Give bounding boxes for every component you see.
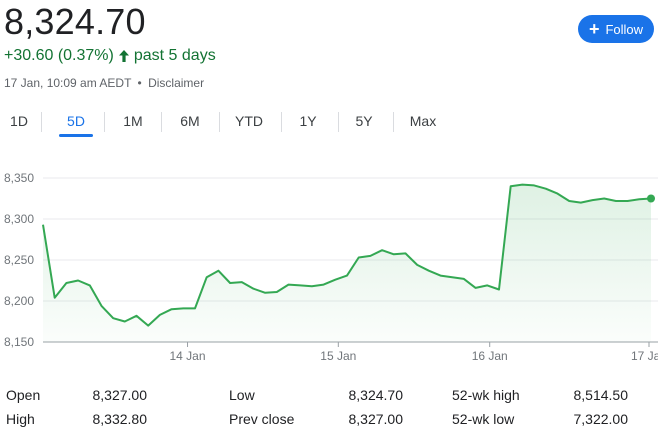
stat-52wk-low-value: 7,322.00 bbox=[573, 411, 629, 427]
x-tick-label: 14 Jan bbox=[170, 349, 206, 363]
tab-6m[interactable]: 6M bbox=[180, 113, 200, 129]
price-line bbox=[42, 183, 652, 327]
stat-52wk-high-value: 8,514.50 bbox=[573, 387, 629, 403]
tab-divider bbox=[41, 112, 42, 132]
stat-low-value: 8,324.70 bbox=[348, 387, 404, 403]
change-period: past 5 days bbox=[133, 47, 216, 64]
price-change: +30.60 (0.37%) past 5 days bbox=[4, 46, 216, 66]
key-stats: Open 8,327.00 High 8,332.80 Low 8,324.70… bbox=[0, 384, 658, 430]
tab-divider bbox=[161, 112, 162, 132]
price-chart-svg: 8,350 8,300 8,250 8,200 8,150 14 Jan 15 Jan 16 … bbox=[4, 171, 658, 363]
follow-button-label: Follow bbox=[605, 21, 644, 37]
quote-timestamp: 17 Jan, 10:09 am AEDT bbox=[4, 76, 132, 90]
y-tick-label: 8,200 bbox=[4, 294, 34, 308]
stat-high-value: 8,332.80 bbox=[92, 411, 148, 427]
tab-1m[interactable]: 1M bbox=[123, 113, 143, 129]
latest-price-dot bbox=[647, 194, 655, 203]
stat-52wk-high-label: 52-wk high bbox=[452, 387, 520, 403]
stat-52wk-low-label: 52-wk low bbox=[452, 411, 515, 427]
x-tick-label: 15 Jan bbox=[320, 349, 356, 363]
tab-divider bbox=[393, 112, 394, 132]
follow-button[interactable]: + Follow bbox=[578, 15, 654, 43]
tab-5d[interactable]: 5D bbox=[59, 108, 93, 137]
tab-divider bbox=[281, 112, 282, 132]
price-chart[interactable]: 8,350 8,300 8,250 8,200 8,150 14 Jan 15 Jan 16 … bbox=[0, 160, 658, 370]
tab-divider bbox=[338, 112, 339, 132]
y-tick-label: 8,250 bbox=[4, 253, 34, 267]
y-tick-label: 8,300 bbox=[4, 212, 34, 226]
stat-prev-close-value: 8,327.00 bbox=[348, 411, 404, 427]
tab-1d[interactable]: 1D bbox=[10, 113, 28, 129]
price-area-fill bbox=[43, 184, 651, 342]
meta-separator: • bbox=[137, 76, 142, 90]
stat-open-value: 8,327.00 bbox=[92, 387, 148, 403]
x-tick-label: 16 Jan bbox=[472, 349, 508, 363]
stat-low-label: Low bbox=[229, 387, 255, 403]
tab-divider bbox=[104, 112, 105, 132]
y-tick-label: 8,350 bbox=[4, 171, 34, 185]
tab-divider bbox=[219, 112, 220, 132]
stat-high-label: High bbox=[6, 411, 35, 427]
stat-open-label: Open bbox=[6, 387, 41, 403]
x-tick-label: 17 Jan bbox=[631, 349, 658, 363]
tab-5y[interactable]: 5Y bbox=[355, 113, 373, 129]
arrow-up-icon bbox=[118, 49, 130, 63]
quote-meta: 17 Jan, 10:09 am AEDT • Disclaimer bbox=[4, 76, 204, 90]
change-value: +30.60 (0.37%) bbox=[4, 47, 114, 64]
plus-icon: + bbox=[588, 18, 600, 39]
disclaimer-link[interactable]: Disclaimer bbox=[148, 76, 205, 90]
tab-max[interactable]: Max bbox=[409, 113, 437, 129]
tab-ytd[interactable]: YTD bbox=[235, 113, 263, 129]
tab-1y[interactable]: 1Y bbox=[299, 113, 317, 129]
current-price: 8,324.70 bbox=[4, 1, 146, 42]
time-range-tabs: 1D 5D 1M 6M YTD 1Y 5Y Max bbox=[0, 108, 658, 138]
stat-prev-close-label: Prev close bbox=[229, 411, 295, 427]
y-tick-label: 8,150 bbox=[4, 335, 34, 349]
